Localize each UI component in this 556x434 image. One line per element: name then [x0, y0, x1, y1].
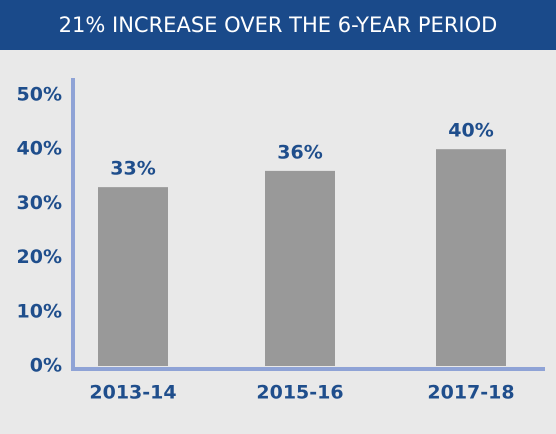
bar — [265, 170, 335, 366]
x-tick-label: 2015-16 — [256, 382, 343, 404]
data-label: 40% — [448, 120, 493, 142]
x-tick-label: 2013-14 — [89, 382, 176, 404]
y-tick-label: 0% — [30, 355, 62, 377]
y-tick-label: 20% — [17, 246, 62, 268]
data-label: 33% — [110, 158, 155, 180]
y-tick-label: 40% — [17, 138, 62, 160]
chart-title: 21% INCREASE OVER THE 6-YEAR PERIOD — [59, 13, 498, 37]
x-tick-label: 2017-18 — [427, 382, 514, 404]
y-tick-label: 50% — [17, 84, 62, 106]
bar — [98, 187, 168, 366]
y-tick-label: 30% — [17, 192, 62, 214]
bar — [436, 149, 506, 366]
title-banner — [0, 0, 556, 50]
data-label: 36% — [277, 141, 322, 163]
y-tick-label: 10% — [17, 300, 62, 322]
